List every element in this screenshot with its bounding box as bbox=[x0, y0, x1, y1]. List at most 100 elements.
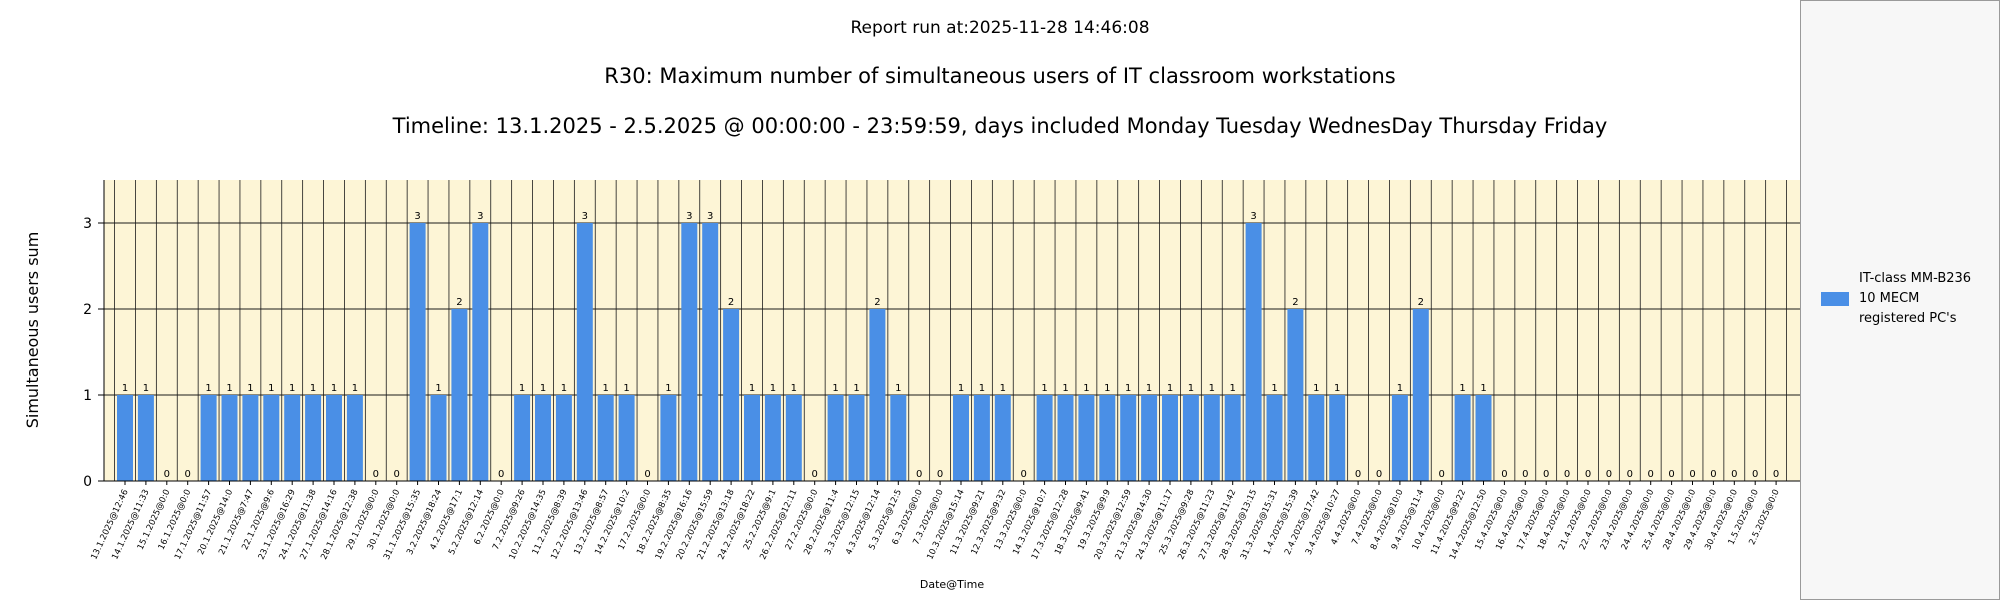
bar bbox=[284, 395, 301, 481]
bar bbox=[1391, 395, 1408, 481]
bar-value-label: 0 bbox=[373, 469, 379, 480]
bar bbox=[137, 395, 154, 481]
bar-value-label: 1 bbox=[1480, 383, 1486, 394]
bar bbox=[597, 395, 614, 481]
y-tick-label: 0 bbox=[83, 474, 92, 490]
vertical-gridlines bbox=[114, 180, 1787, 481]
bar-value-label: 1 bbox=[895, 383, 901, 394]
bar-value-label: 0 bbox=[164, 469, 170, 480]
bar-value-label: 0 bbox=[1501, 469, 1507, 480]
x-axis-label: Date@Time bbox=[920, 578, 984, 591]
bar-value-label: 0 bbox=[1585, 469, 1591, 480]
bar bbox=[1245, 223, 1262, 481]
bar-value-label: 1 bbox=[1083, 383, 1089, 394]
bar-value-label: 1 bbox=[1146, 383, 1152, 394]
bar-value-label: 1 bbox=[853, 383, 859, 394]
bar-value-label: 0 bbox=[1773, 469, 1779, 480]
bar bbox=[514, 395, 531, 481]
bar bbox=[785, 395, 802, 481]
bar-value-label: 1 bbox=[770, 383, 776, 394]
bar bbox=[1224, 395, 1241, 481]
bar-value-label: 1 bbox=[122, 383, 128, 394]
bar bbox=[702, 223, 719, 481]
bar-value-label: 3 bbox=[1250, 211, 1256, 222]
bar bbox=[1182, 395, 1199, 481]
legend-label-line-1: IT-class MM-B236 bbox=[1859, 271, 1972, 286]
bar-value-label: 1 bbox=[791, 383, 797, 394]
bar bbox=[869, 309, 886, 481]
bar-value-label: 3 bbox=[707, 211, 713, 222]
bar bbox=[451, 309, 468, 481]
bar-value-label: 1 bbox=[331, 383, 337, 394]
bar-value-label: 1 bbox=[540, 383, 546, 394]
bar-value-label: 1 bbox=[1167, 383, 1173, 394]
bar-value-label: 0 bbox=[1668, 469, 1674, 480]
bar bbox=[848, 395, 865, 481]
bar bbox=[1099, 395, 1116, 481]
bar bbox=[1454, 395, 1471, 481]
bar bbox=[430, 395, 447, 481]
bar bbox=[576, 223, 593, 481]
bar bbox=[723, 309, 740, 481]
y-tick-label: 2 bbox=[83, 302, 92, 318]
bar-value-label: 1 bbox=[1125, 383, 1131, 394]
bar bbox=[764, 395, 781, 481]
bar-value-label: 0 bbox=[1648, 469, 1654, 480]
bar-value-label: 1 bbox=[1000, 383, 1006, 394]
bar-value-label: 0 bbox=[1522, 469, 1528, 480]
bar-value-label: 1 bbox=[435, 383, 441, 394]
bar-value-label: 1 bbox=[958, 383, 964, 394]
x-tick-labels: 13.1.2025@12:4614.1.2025@11:3315.1.2025@… bbox=[89, 481, 1782, 561]
bar-value-label: 0 bbox=[1731, 469, 1737, 480]
bar bbox=[994, 395, 1011, 481]
bar-value-label: 0 bbox=[1606, 469, 1612, 480]
bar-value-label: 0 bbox=[1564, 469, 1570, 480]
bar-value-label: 2 bbox=[874, 297, 880, 308]
legend-label-line-3: registered PC's bbox=[1859, 311, 1957, 326]
bar-value-label: 2 bbox=[456, 297, 462, 308]
y-tick-label: 3 bbox=[83, 216, 92, 232]
bar bbox=[326, 395, 342, 481]
bar-value-label: 2 bbox=[1292, 297, 1298, 308]
bar bbox=[200, 395, 217, 481]
bar bbox=[660, 395, 677, 481]
legend-label-line-2: 10 MECM bbox=[1859, 291, 1920, 306]
bar-value-label: 1 bbox=[979, 383, 985, 394]
bar-value-labels: 1 1 0 0 1 1 1 1 1 1 1 1 0 0 3 1 2 3 0 1 1 1 3 1 1 0 1 3 3 2 1 1 1 0 1 1 2 1 0 0… bbox=[122, 211, 1779, 480]
bar-value-label: 1 bbox=[1104, 383, 1110, 394]
bar-chart: 1 1 0 0 1 1 1 1 1 1 1 1 0 0 3 1 2 3 0 1 1 1 3 1 1 0 1 3 3 2 1 1 1 0 1 1 2 1 0 0… bbox=[23, 180, 1800, 591]
bar-value-label: 3 bbox=[582, 211, 588, 222]
bar bbox=[1203, 395, 1220, 481]
bar-value-label: 0 bbox=[1021, 469, 1027, 480]
bar bbox=[1475, 395, 1492, 481]
bar-value-label: 1 bbox=[623, 383, 629, 394]
bar bbox=[1141, 395, 1158, 481]
bar-value-label: 1 bbox=[519, 383, 525, 394]
bar-value-label: 1 bbox=[310, 383, 316, 394]
bar-value-label: 3 bbox=[414, 211, 420, 222]
bar-value-label: 1 bbox=[1459, 383, 1465, 394]
bar bbox=[117, 395, 133, 481]
bar-value-label: 0 bbox=[394, 469, 400, 480]
bar-value-label: 1 bbox=[205, 383, 211, 394]
bar-value-label: 1 bbox=[352, 383, 358, 394]
plot-area bbox=[104, 180, 1800, 481]
bar-value-label: 1 bbox=[1230, 383, 1236, 394]
bar bbox=[744, 395, 760, 481]
bar bbox=[409, 223, 426, 481]
horizontal-gridlines bbox=[104, 222, 1800, 396]
bar bbox=[305, 395, 322, 481]
bar bbox=[953, 395, 969, 481]
y-axis-label: Simultaneous users sum bbox=[23, 232, 42, 429]
bar-value-label: 0 bbox=[1439, 469, 1445, 480]
bar-value-label: 1 bbox=[1188, 383, 1194, 394]
bar-value-label: 0 bbox=[1710, 469, 1716, 480]
bar bbox=[1162, 395, 1178, 481]
bar bbox=[1287, 309, 1304, 481]
bar bbox=[1308, 395, 1325, 481]
bar-value-label: 1 bbox=[1313, 383, 1319, 394]
bar bbox=[221, 395, 238, 481]
report-run-time: Report run at:2025-11-28 14:46:08 bbox=[850, 18, 1150, 38]
bar-value-label: 1 bbox=[289, 383, 295, 394]
bar-value-label: 0 bbox=[185, 469, 191, 480]
